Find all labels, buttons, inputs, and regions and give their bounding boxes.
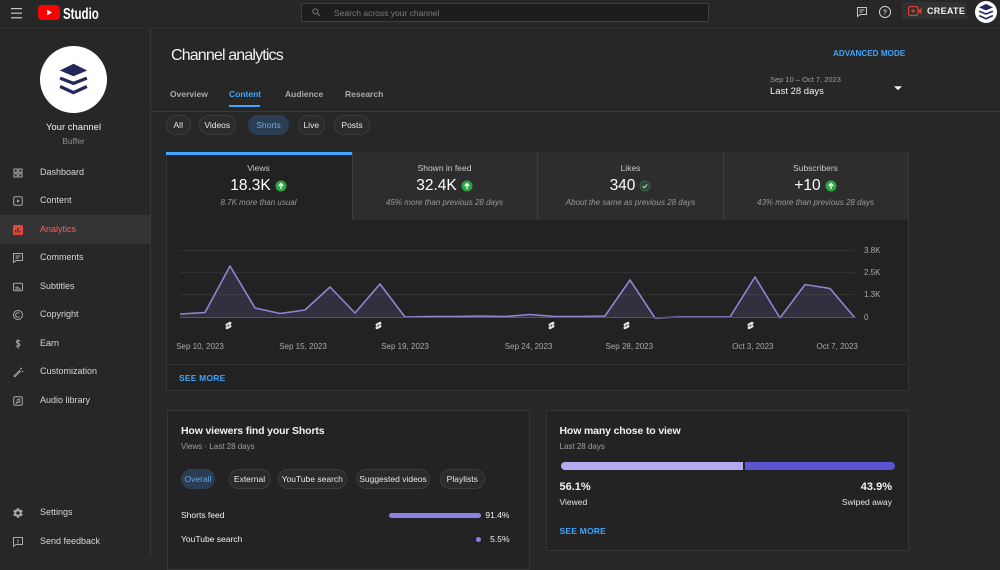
svg-text:?: ? xyxy=(883,10,887,17)
